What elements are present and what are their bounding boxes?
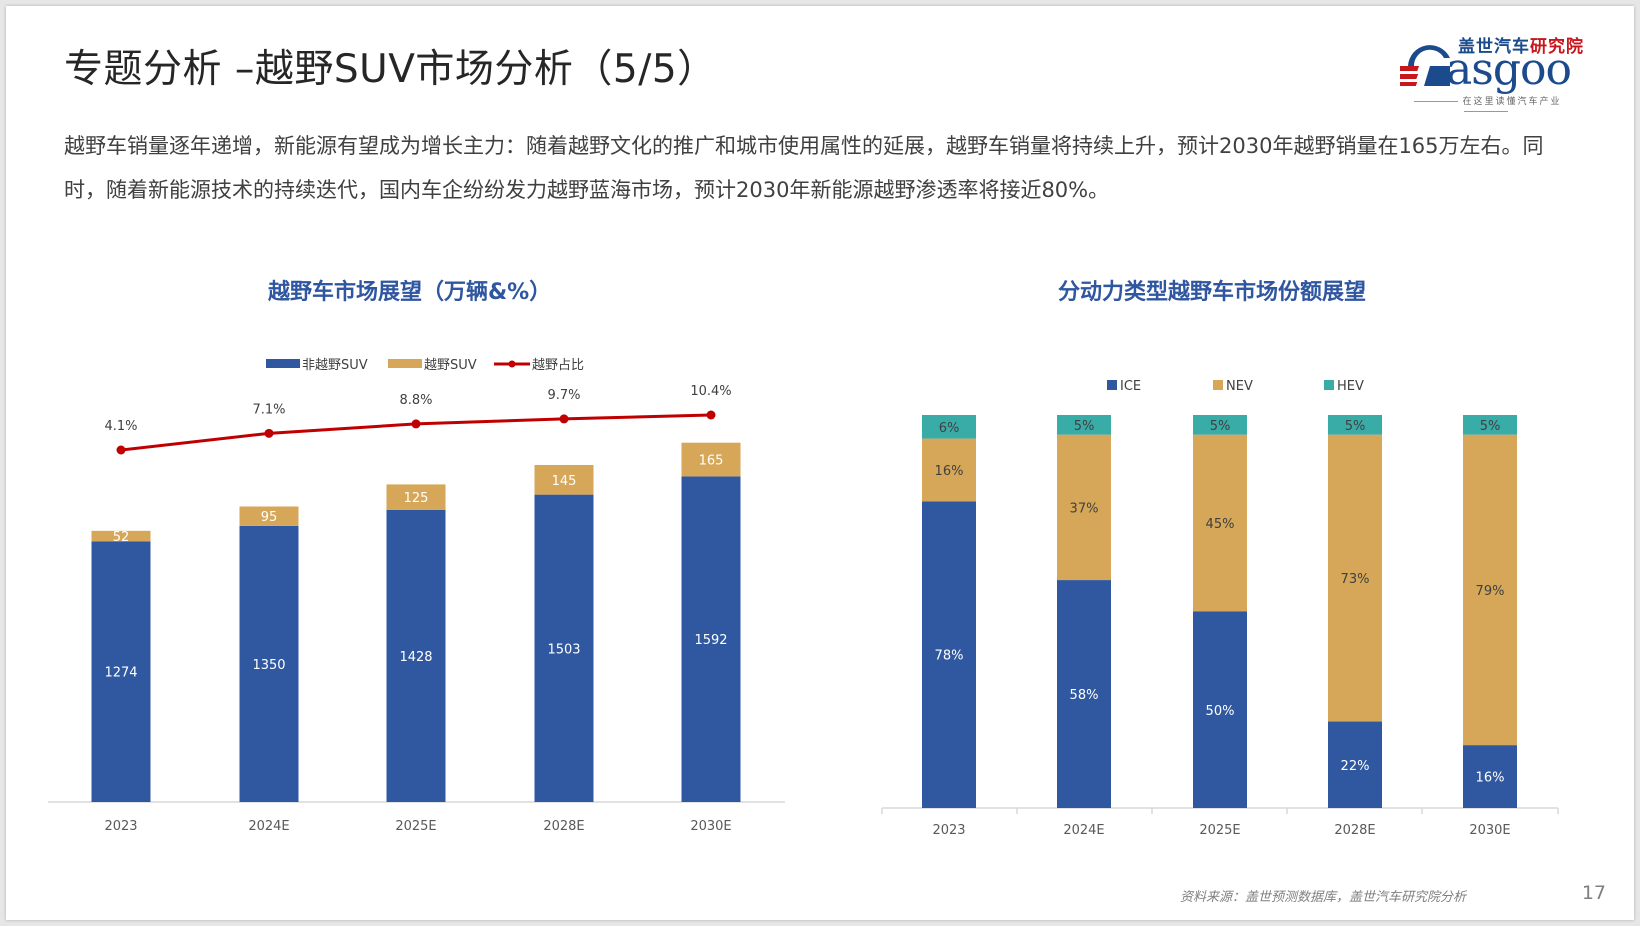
bar-hev bbox=[1057, 415, 1111, 435]
bar-label-hev: 5% bbox=[1210, 419, 1231, 434]
bar-label-offroad: 52 bbox=[113, 530, 130, 545]
bar-non-offroad-suv bbox=[239, 525, 299, 802]
bar-offroad-suv bbox=[91, 530, 151, 542]
bar-label-non-offroad: 1503 bbox=[547, 642, 580, 657]
bar-label-offroad: 125 bbox=[404, 491, 429, 506]
bar-label-nev: 45% bbox=[1206, 517, 1235, 532]
bar-label-nev: 16% bbox=[935, 464, 964, 479]
page-title: 专题分析 –越野SUV市场分析（5/5） bbox=[64, 47, 717, 92]
legend-swatch-offroad bbox=[388, 359, 422, 368]
line-offroad-share bbox=[120, 413, 712, 452]
logo-g-icon bbox=[1400, 45, 1450, 86]
logo-chinese-name: 盖世汽车研究院 bbox=[1458, 37, 1584, 57]
legend-swatch-hev bbox=[1324, 380, 1334, 390]
page-number: 17 bbox=[1581, 882, 1606, 904]
bar-label-ice: 16% bbox=[1476, 771, 1505, 786]
line-data-label: 10.4% bbox=[690, 384, 731, 399]
line-point bbox=[559, 414, 569, 424]
bar-non-offroad-suv bbox=[534, 494, 594, 802]
bar-nev bbox=[1193, 434, 1247, 612]
x-tick-label: 2023 bbox=[104, 819, 137, 834]
left-chart-title: 越野车市场展望（万辆&%） bbox=[268, 280, 552, 305]
legend-label-share: 越野占比 bbox=[532, 358, 584, 373]
x-tick-label: 2025E bbox=[1199, 823, 1240, 838]
line-point bbox=[264, 428, 274, 438]
logo-tagline: 在这里读懂汽车产业 bbox=[1386, 94, 1586, 117]
bar-label-ice: 50% bbox=[1206, 704, 1235, 719]
line-data-label: 9.7% bbox=[547, 388, 580, 403]
summary-paragraph: 越野车销量逐年递增，新能源有望成为增长主力：随着越野文化的推广和城市使用属性的延… bbox=[64, 134, 1544, 202]
bar-hev bbox=[1193, 415, 1247, 435]
bar-nev bbox=[1328, 434, 1382, 722]
bar-offroad-suv bbox=[386, 484, 446, 510]
slide: 专题分析 –越野SUV市场分析（5/5） 越野车销量逐年递增，新能源有望成为增长… bbox=[6, 6, 1634, 920]
bar-label-offroad: 165 bbox=[699, 454, 724, 469]
bar-label-non-offroad: 1350 bbox=[252, 658, 285, 673]
bar-label-nev: 73% bbox=[1341, 572, 1370, 587]
bar-label-ice: 22% bbox=[1341, 759, 1370, 774]
bar-label-hev: 5% bbox=[1345, 419, 1366, 434]
bar-label-non-offroad: 1592 bbox=[694, 633, 727, 648]
logo-wordmark: asgoo bbox=[1446, 44, 1572, 95]
x-tick-label: 2024E bbox=[1063, 823, 1104, 838]
bar-hev bbox=[1328, 415, 1382, 435]
bar-label-nev: 79% bbox=[1476, 584, 1505, 599]
legend-label-offroad: 越野SUV bbox=[424, 358, 477, 373]
line-point bbox=[116, 445, 126, 455]
bar-label-ice: 58% bbox=[1070, 688, 1099, 703]
legend-label-nev: NEV bbox=[1226, 379, 1253, 394]
legend-label-ice: ICE bbox=[1120, 379, 1141, 394]
bar-label-non-offroad: 1428 bbox=[399, 650, 432, 665]
bar-offroad-suv bbox=[239, 506, 299, 526]
bar-label-hev: 5% bbox=[1480, 419, 1501, 434]
bar-ice bbox=[1057, 580, 1111, 808]
x-tick-label: 2023 bbox=[932, 823, 965, 838]
bar-ice bbox=[1193, 611, 1247, 808]
x-tick-label: 2025E bbox=[395, 819, 436, 834]
legend-swatch-nev bbox=[1213, 380, 1223, 390]
x-tick-label: 2024E bbox=[248, 819, 289, 834]
data-source-note: 资料来源：盖世预测数据库，盖世汽车研究院分析 bbox=[1179, 890, 1466, 905]
bar-nev bbox=[922, 438, 976, 502]
bar-offroad-suv bbox=[681, 442, 741, 477]
bar-ice bbox=[1328, 721, 1382, 808]
line-data-label: 7.1% bbox=[252, 402, 285, 417]
line-data-label: 8.8% bbox=[399, 393, 432, 408]
legend-swatch-non-offroad bbox=[266, 359, 300, 368]
legend-label-non-offroad: 非越野SUV bbox=[302, 358, 368, 373]
legend-swatch-ice bbox=[1107, 380, 1117, 390]
bar-non-offroad-suv bbox=[91, 541, 151, 802]
x-tick-label: 2028E bbox=[543, 819, 584, 834]
x-tick-label: 2028E bbox=[1334, 823, 1375, 838]
bar-ice bbox=[922, 501, 976, 808]
bar-label-offroad: 145 bbox=[552, 474, 577, 489]
bar-non-offroad-suv bbox=[386, 509, 446, 802]
bar-label-offroad: 95 bbox=[261, 510, 278, 525]
x-tick-label: 2030E bbox=[1469, 823, 1510, 838]
bar-ice bbox=[1463, 745, 1517, 808]
line-point bbox=[411, 419, 421, 429]
legend-label-hev: HEV bbox=[1337, 379, 1364, 394]
bar-offroad-suv bbox=[534, 464, 594, 495]
bar-nev bbox=[1057, 434, 1111, 581]
x-tick-label: 2030E bbox=[690, 819, 731, 834]
bar-hev bbox=[922, 415, 976, 439]
bar-label-non-offroad: 1274 bbox=[104, 666, 137, 681]
gasgoo-logo: 盖世汽车研究院 asgoo 在这里读懂汽车产业 bbox=[1386, 28, 1596, 108]
legend-marker-share bbox=[508, 360, 516, 368]
bar-label-hev: 5% bbox=[1074, 419, 1095, 434]
bar-nev bbox=[1463, 434, 1517, 746]
line-point bbox=[706, 410, 716, 420]
bar-non-offroad-suv bbox=[681, 476, 741, 802]
right-chart-title: 分动力类型越野车市场份额展望 bbox=[1058, 280, 1367, 305]
line-data-label: 4.1% bbox=[104, 419, 137, 434]
bar-label-hev: 6% bbox=[939, 421, 960, 436]
bar-label-nev: 37% bbox=[1070, 501, 1099, 516]
bar-hev bbox=[1463, 415, 1517, 435]
bar-label-ice: 78% bbox=[935, 649, 964, 664]
